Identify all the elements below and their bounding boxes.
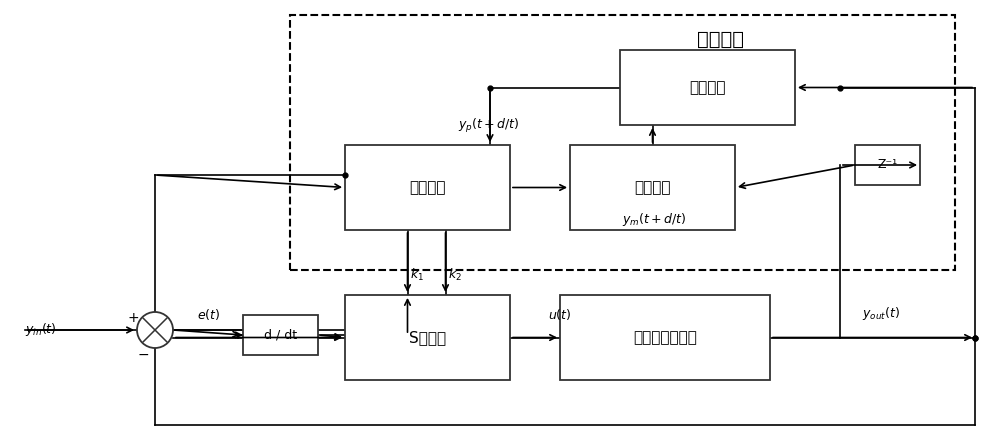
Text: $y_{out}(t)$: $y_{out}(t)$ (862, 305, 900, 322)
Text: Z⁻¹: Z⁻¹ (877, 158, 898, 172)
Text: −: − (137, 348, 149, 362)
FancyBboxPatch shape (560, 295, 770, 380)
Text: +: + (127, 311, 139, 325)
FancyBboxPatch shape (345, 145, 510, 230)
Text: S面控制: S面控制 (409, 330, 446, 345)
FancyBboxPatch shape (243, 315, 318, 355)
Text: 自主水下机器人: 自主水下机器人 (633, 330, 697, 345)
FancyBboxPatch shape (570, 145, 735, 230)
Text: 反馈校正: 反馈校正 (689, 80, 726, 95)
Text: 预测结构: 预测结构 (696, 30, 744, 49)
Text: d / dt: d / dt (264, 329, 297, 341)
Text: $y_{in}(t)$: $y_{in}(t)$ (25, 321, 57, 339)
Circle shape (137, 312, 173, 348)
Text: 滚动优化: 滚动优化 (409, 180, 446, 195)
FancyBboxPatch shape (620, 50, 795, 125)
FancyBboxPatch shape (855, 145, 920, 185)
Text: $k_1$: $k_1$ (410, 267, 424, 283)
FancyBboxPatch shape (345, 295, 510, 380)
Text: $e(t)$: $e(t)$ (197, 307, 220, 322)
Text: $u(t)$: $u(t)$ (548, 307, 572, 322)
Text: $y_m(t+d/t)$: $y_m(t+d/t)$ (622, 211, 687, 228)
Text: 预测模型: 预测模型 (634, 180, 671, 195)
Text: $k_2$: $k_2$ (448, 267, 462, 283)
Text: $y_p(t+d/t)$: $y_p(t+d/t)$ (458, 117, 520, 135)
